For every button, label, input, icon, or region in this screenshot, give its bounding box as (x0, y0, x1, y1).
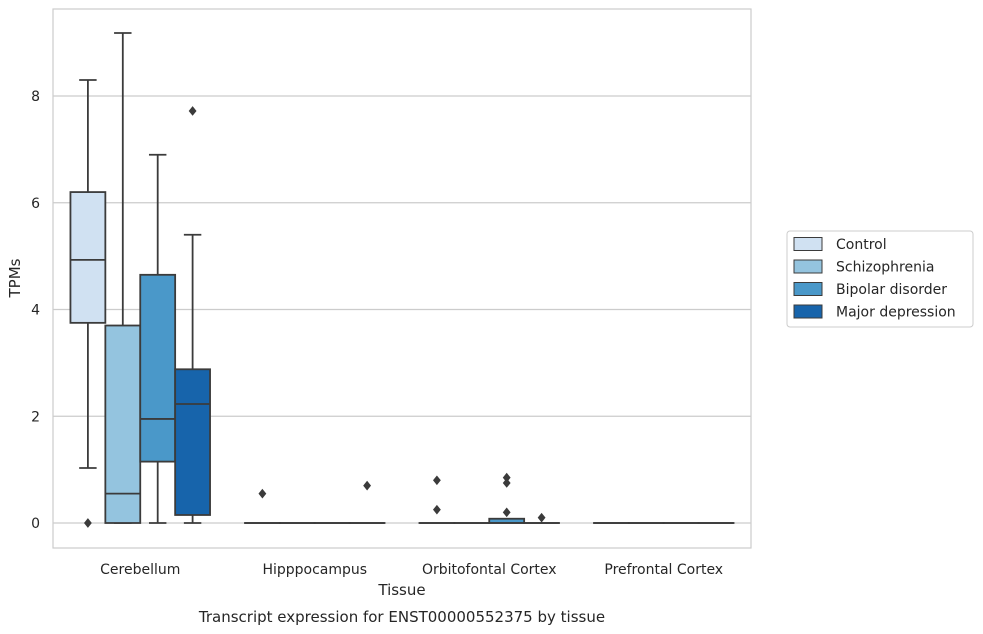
outlier-point (83, 518, 92, 528)
outlier-point (363, 480, 372, 491)
box-schizophrenia (104, 32, 142, 524)
box-control (69, 79, 107, 528)
legend-label: Bipolar disorder (836, 282, 947, 298)
outlier-point (537, 512, 546, 523)
outlier-point (258, 488, 267, 499)
box-iqr (104, 324, 142, 524)
box-iqr (174, 368, 211, 516)
box-major-depression (174, 106, 211, 524)
chart-caption: Transcript expression for ENST0000055237… (198, 608, 605, 626)
y-tick-label: 4 (31, 303, 40, 319)
legend-swatch (793, 282, 823, 296)
x-tick-label: Orbitofontal Cortex (422, 562, 557, 578)
y-axis-label: TPMs (6, 258, 24, 298)
y-tick-label: 8 (31, 89, 40, 105)
box-iqr (69, 191, 107, 324)
x-tick-label: Hipppocampus (262, 562, 367, 578)
x-tick-label: Prefrontal Cortex (604, 562, 723, 578)
legend-label: Schizophrenia (836, 260, 934, 276)
box-iqr (139, 273, 177, 463)
outlier-point (502, 507, 511, 518)
box-bipolar-disorder (488, 472, 526, 524)
box-major-depression (348, 480, 386, 524)
x-axis-ticks: Cerebellum Hipppocampus Orbitofontal Corte… (100, 562, 723, 578)
outlier-point (188, 106, 197, 116)
outlier-point (502, 478, 511, 488)
outlier-point (432, 504, 441, 515)
legend: Control Schizophrenia Bipolar disorder Majo… (786, 230, 974, 328)
y-tick-label: 0 (31, 516, 40, 532)
legend-items: Control Schizophrenia Bipolar disorder Majo… (793, 237, 956, 321)
box-layer (69, 32, 735, 528)
box-control (244, 488, 281, 524)
y-tick-label: 2 (31, 409, 40, 425)
legend-label: Control (836, 237, 887, 253)
y-tick-label: 6 (31, 196, 40, 212)
legend-label: Major depression (836, 305, 956, 321)
y-axis-ticks: 0 2 4 6 8 (31, 89, 40, 532)
outlier-point (432, 475, 441, 486)
legend-frame (786, 230, 974, 328)
x-tick-label: Cerebellum (100, 562, 180, 578)
legend-swatch (793, 304, 823, 319)
box-control (418, 475, 456, 524)
legend-swatch (793, 259, 823, 274)
box-major-depression (523, 512, 560, 524)
plot-area-frame (52, 8, 752, 549)
legend-swatch (793, 237, 823, 251)
box-bipolar-disorder (139, 153, 177, 524)
x-axis-label: Tissue (377, 581, 425, 599)
